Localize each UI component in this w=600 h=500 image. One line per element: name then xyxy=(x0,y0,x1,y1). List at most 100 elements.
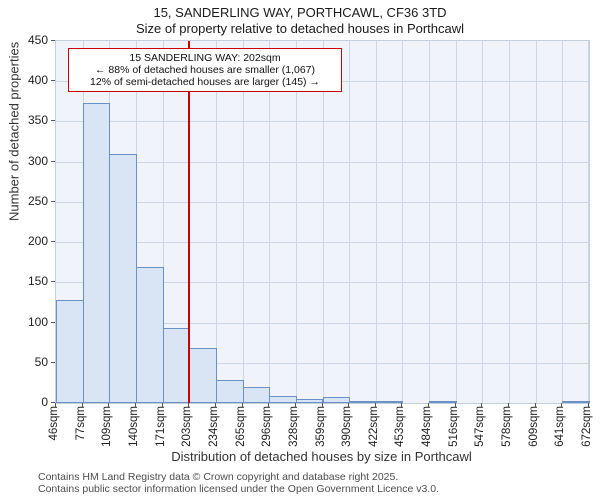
x-tick-label: 171sqm xyxy=(154,406,167,447)
x-tick-label: 672sqm xyxy=(581,406,593,447)
annotation-property-line: 15 SANDERLING WAY: 202sqm xyxy=(129,52,281,64)
x-tick-label: 234sqm xyxy=(207,406,220,447)
x-tick-label: 328sqm xyxy=(287,406,300,447)
x-axis-label: Distribution of detached houses by size … xyxy=(171,449,472,464)
y-tick-label: 300 xyxy=(27,153,48,168)
chart-subtitle: Size of property relative to detached ho… xyxy=(135,21,465,36)
gridline-vertical xyxy=(588,41,589,403)
footer-line2: Contains public sector information licen… xyxy=(38,483,439,495)
x-tick-label: 516sqm xyxy=(447,406,460,447)
x-tick-label: 422sqm xyxy=(367,406,380,447)
histogram-bar xyxy=(56,300,84,403)
gridline-vertical xyxy=(375,41,377,403)
x-tick-mark xyxy=(401,403,403,407)
property-size-marker-line xyxy=(187,41,190,403)
y-tick-mark xyxy=(51,80,55,82)
histogram-bar xyxy=(162,328,191,403)
histogram-bar xyxy=(189,347,217,403)
gridline-vertical xyxy=(562,41,564,403)
x-tick-label: 453sqm xyxy=(394,406,407,447)
annotation-box: 15 SANDERLING WAY: 202sqm ← 88% of detac… xyxy=(68,48,342,92)
histogram-bar xyxy=(269,395,297,403)
footer-line1: Contains HM Land Registry data © Crown c… xyxy=(38,471,399,483)
y-tick-labels: 0 50 100 150 200 250 300 350 400 450 xyxy=(0,33,48,409)
y-tick-mark xyxy=(51,361,55,363)
y-tick-label: 0 xyxy=(41,395,48,409)
x-tick-mark xyxy=(188,403,190,407)
x-tick-mark xyxy=(161,403,163,407)
histogram-bar xyxy=(562,401,590,403)
gridline-vertical xyxy=(242,41,244,403)
x-tick-mark xyxy=(588,403,589,407)
x-tick-label: 359sqm xyxy=(314,406,327,447)
x-tick-label: 609sqm xyxy=(527,406,540,447)
x-tick-mark xyxy=(321,403,323,407)
chart-title: 15, SANDERLING WAY, PORTHCAWL, CF36 3TD xyxy=(153,5,447,20)
x-tick-label: 390sqm xyxy=(341,406,354,447)
histogram-bar xyxy=(429,401,457,403)
x-tick-mark xyxy=(134,403,136,407)
annotation-smaller-line: ← 88% of detached houses are smaller (1,… xyxy=(94,64,316,76)
plot-area: 15 SANDERLING WAY: 202sqm ← 88% of detac… xyxy=(55,40,590,404)
x-tick-mark xyxy=(428,403,430,407)
y-tick-mark xyxy=(51,40,55,41)
gridline-vertical xyxy=(215,41,217,403)
gridline-vertical xyxy=(322,41,324,403)
histogram-bar xyxy=(135,267,164,403)
x-tick-label: 140sqm xyxy=(127,406,140,447)
x-tick-label: 578sqm xyxy=(501,406,514,447)
x-tick-label: 547sqm xyxy=(474,406,487,447)
x-tick-label: 203sqm xyxy=(181,406,194,447)
gridline-vertical xyxy=(402,41,404,403)
x-tick-mark xyxy=(374,403,376,407)
footer: Contains HM Land Registry data © Crown c… xyxy=(38,471,598,495)
x-tick-mark xyxy=(454,403,456,407)
x-tick-label: 77sqm xyxy=(74,406,87,441)
y-tick-label: 50 xyxy=(34,354,48,369)
y-tick-label: 250 xyxy=(27,193,48,208)
gridline-vertical xyxy=(509,41,511,403)
x-tick-mark xyxy=(81,403,83,407)
gridline-vertical xyxy=(429,41,431,403)
x-tick-mark xyxy=(534,403,536,407)
x-tick-label: 296sqm xyxy=(261,406,274,447)
gridline-vertical xyxy=(162,41,164,403)
gridline-vertical xyxy=(455,41,457,403)
y-tick-label: 350 xyxy=(27,113,48,128)
y-tick-mark xyxy=(51,281,55,283)
y-tick-mark xyxy=(51,200,55,202)
histogram-bar xyxy=(295,398,324,403)
histogram-bar xyxy=(349,400,377,403)
histogram-bar xyxy=(322,397,351,403)
x-tick-mark xyxy=(108,403,110,407)
y-tick-mark xyxy=(51,402,55,403)
y-tick-label: 100 xyxy=(27,314,48,329)
y-tick-mark xyxy=(51,321,55,323)
gridline-vertical xyxy=(535,41,537,403)
y-tick-mark xyxy=(51,160,55,162)
gridline-vertical xyxy=(295,41,297,403)
y-tick-mark xyxy=(51,241,55,243)
x-tick-label: 109sqm xyxy=(101,406,114,447)
annotation-larger-line: 12% of semi-detached houses are larger (… xyxy=(90,76,320,88)
gridline-vertical xyxy=(482,41,484,403)
gridline-vertical xyxy=(269,41,271,403)
x-tick-label: 265sqm xyxy=(234,406,247,447)
x-tick-mark xyxy=(241,403,243,407)
x-tick-mark xyxy=(268,403,270,407)
y-tick-label: 200 xyxy=(27,234,48,249)
gridline-vertical xyxy=(349,41,351,403)
x-tick-mark xyxy=(55,403,56,407)
x-tick-mark xyxy=(508,403,510,407)
x-tick-label: 46sqm xyxy=(48,406,60,441)
histogram-bar xyxy=(109,153,137,403)
histogram-bar xyxy=(215,379,244,403)
histogram-bar xyxy=(375,401,404,403)
x-tick-mark xyxy=(481,403,483,407)
histogram-bar xyxy=(82,102,111,403)
y-tick-mark xyxy=(51,120,55,122)
x-tick-mark xyxy=(294,403,296,407)
x-tick-mark xyxy=(348,403,350,407)
y-tick-label: 150 xyxy=(27,274,48,289)
